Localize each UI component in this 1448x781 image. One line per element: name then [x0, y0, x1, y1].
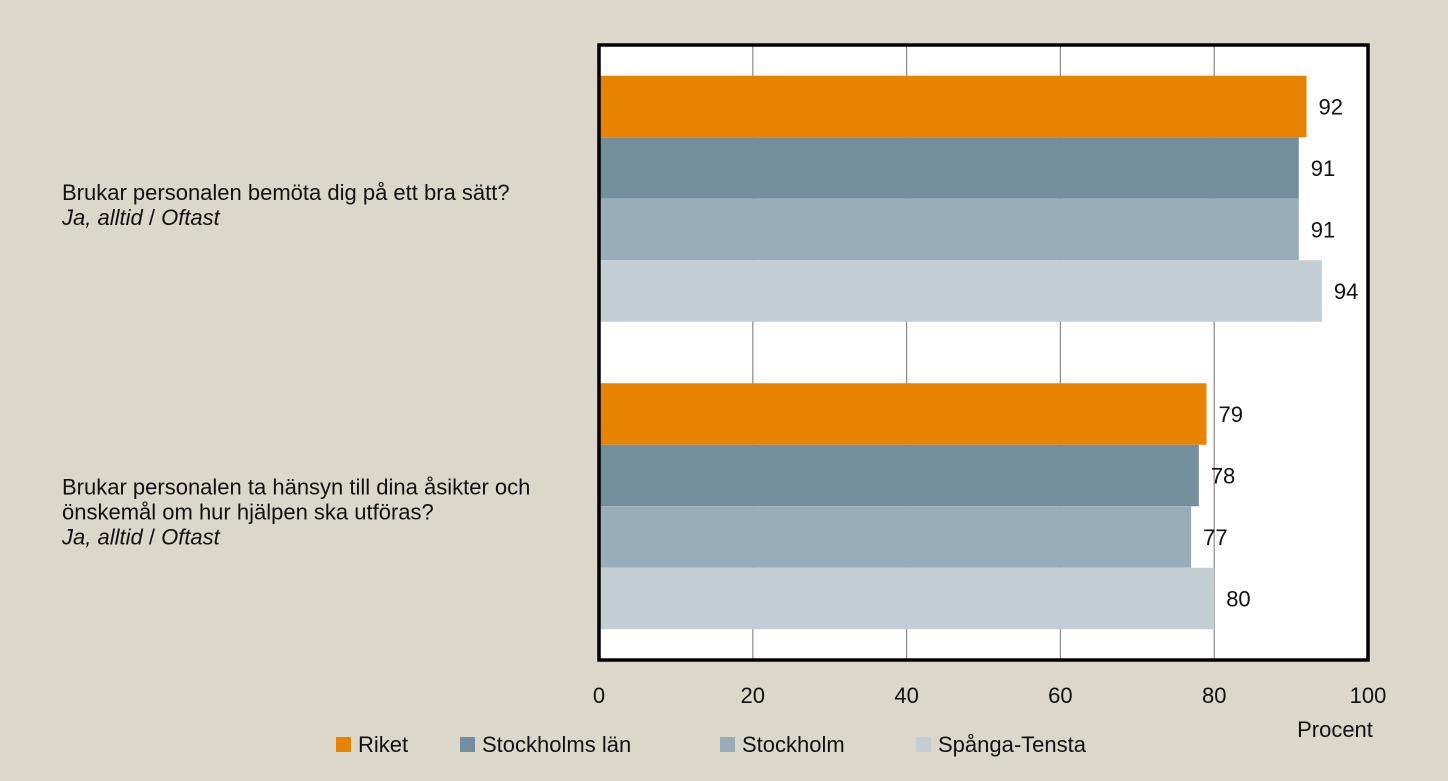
x-tick-label: 60 — [1048, 683, 1072, 708]
category-note: Ja, alltid — [62, 204, 143, 230]
category-note: Ja, alltid — [62, 524, 143, 550]
x-tick-label: 20 — [741, 683, 765, 708]
category-note: Oftast — [161, 524, 220, 550]
category-text: Brukar personalen bemöta dig på ett bra … — [62, 179, 510, 205]
bar — [599, 260, 1322, 322]
category-note: / — [148, 204, 155, 230]
category-label: Brukar personalen bemöta dig på ett bra … — [62, 180, 572, 230]
x-tick-label: 0 — [593, 683, 605, 708]
plot-border — [597, 43, 1370, 662]
bar — [599, 198, 1299, 261]
category-label: Brukar personalen ta hänsyn till dina ås… — [62, 475, 572, 550]
x-tick-label: 80 — [1202, 683, 1226, 708]
x-tick-label: 40 — [894, 683, 918, 708]
legend-label: Stockholm — [742, 732, 845, 757]
value-label: 77 — [1203, 525, 1227, 550]
x-tick-label: 100 — [1350, 683, 1387, 708]
legend-swatch — [916, 737, 931, 752]
bar — [599, 567, 1215, 630]
category-note: / — [148, 524, 155, 550]
legend-swatch — [720, 737, 735, 752]
value-label: 91 — [1311, 156, 1335, 181]
legend-label: Riket — [358, 732, 408, 757]
legend-swatch — [460, 737, 475, 752]
bar — [599, 75, 1307, 138]
bar — [599, 444, 1199, 507]
value-label: 78 — [1211, 463, 1235, 488]
x-axis-label: Procent — [1297, 717, 1373, 742]
bar — [599, 383, 1207, 445]
legend-label: Stockholms län — [482, 732, 631, 757]
legend-label: Spånga-Tensta — [938, 732, 1087, 757]
value-label: 79 — [1219, 402, 1243, 427]
value-label: 80 — [1226, 586, 1250, 611]
category-note: Oftast — [161, 204, 220, 230]
category-text: Brukar personalen ta hänsyn till dina ås… — [62, 474, 531, 525]
bar — [599, 137, 1299, 199]
value-label: 94 — [1334, 279, 1358, 304]
legend-swatch — [336, 737, 351, 752]
value-label: 92 — [1318, 94, 1342, 119]
bar — [599, 506, 1192, 568]
value-label: 91 — [1311, 217, 1335, 242]
